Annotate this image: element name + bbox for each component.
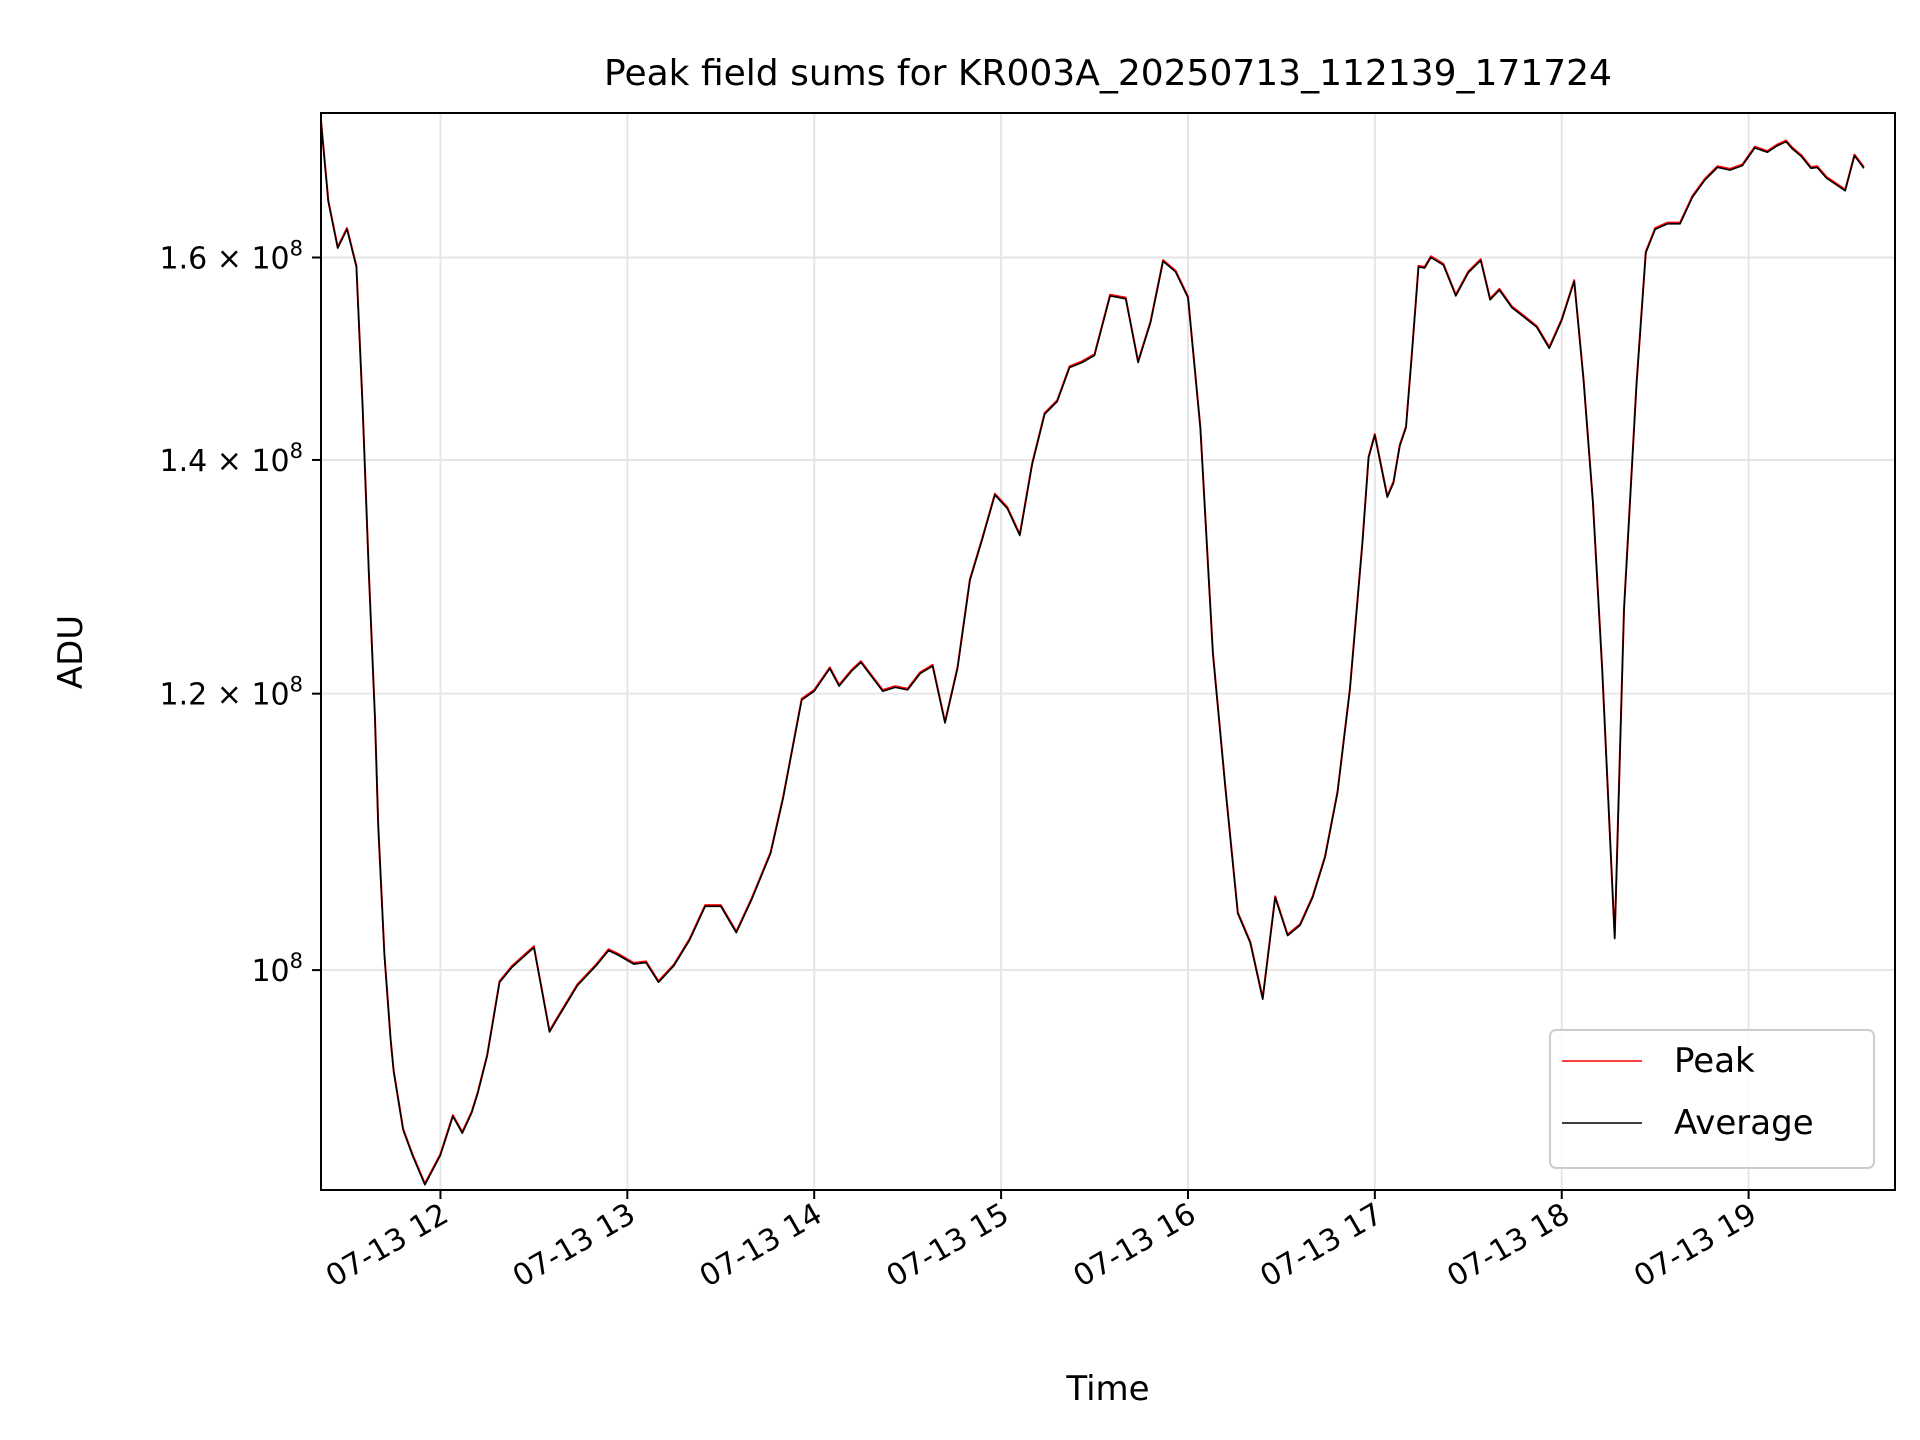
- series-line-peak: [321, 120, 1865, 1185]
- plot-frame: [320, 112, 1896, 1191]
- y-tick-label-exponent: 8: [290, 237, 303, 261]
- y-tick-label-base: 10: [251, 954, 289, 989]
- plot-area: [321, 120, 1865, 1186]
- y-tick-label-base: 1.2 × 10: [160, 678, 290, 713]
- series-line-average: [321, 121, 1865, 1186]
- y-tick-label: 1.2 × 108: [160, 673, 303, 713]
- legend: Peak Average: [1549, 1029, 1875, 1169]
- series-group: [321, 120, 1865, 1186]
- x-axis-label: Time: [1065, 1369, 1149, 1409]
- y-tick-label-base: 1.6 × 10: [160, 242, 290, 277]
- legend-label-peak: Peak: [1674, 1041, 1755, 1081]
- y-tick-label-exponent: 8: [290, 439, 303, 463]
- x-tick-label: 07-13 14: [694, 1197, 828, 1295]
- x-tick-label: 07-13 13: [507, 1197, 641, 1295]
- x-tick-label: 07-13 15: [881, 1197, 1015, 1295]
- chart-title: Peak field sums for KR003A_20250713_1121…: [604, 53, 1612, 94]
- x-tick-label: 07-13 19: [1628, 1197, 1762, 1295]
- legend-label-average: Average: [1674, 1103, 1814, 1143]
- x-tick-label: 07-13 18: [1441, 1197, 1575, 1295]
- x-tick-label: 07-13 16: [1068, 1197, 1202, 1295]
- y-tick-label: 108: [251, 949, 303, 989]
- y-axis-label: ADU: [51, 615, 91, 689]
- y-tick-label-exponent: 8: [290, 949, 303, 973]
- y-tick-label-exponent: 8: [290, 673, 303, 697]
- y-tick-label: 1.4 × 108: [160, 439, 303, 479]
- legend-box: [1549, 1029, 1875, 1169]
- x-tick-label: 07-13 17: [1255, 1197, 1389, 1295]
- y-tick-label-base: 1.4 × 10: [160, 444, 290, 479]
- y-tick-label: 1.6 × 108: [160, 237, 303, 277]
- x-tick-label: 07-13 12: [320, 1197, 454, 1295]
- grid: [321, 113, 1895, 1190]
- x-axis: 07-13 12 07-13 13 07-13 14 07-13 15 07-13 16…: [320, 1190, 1763, 1295]
